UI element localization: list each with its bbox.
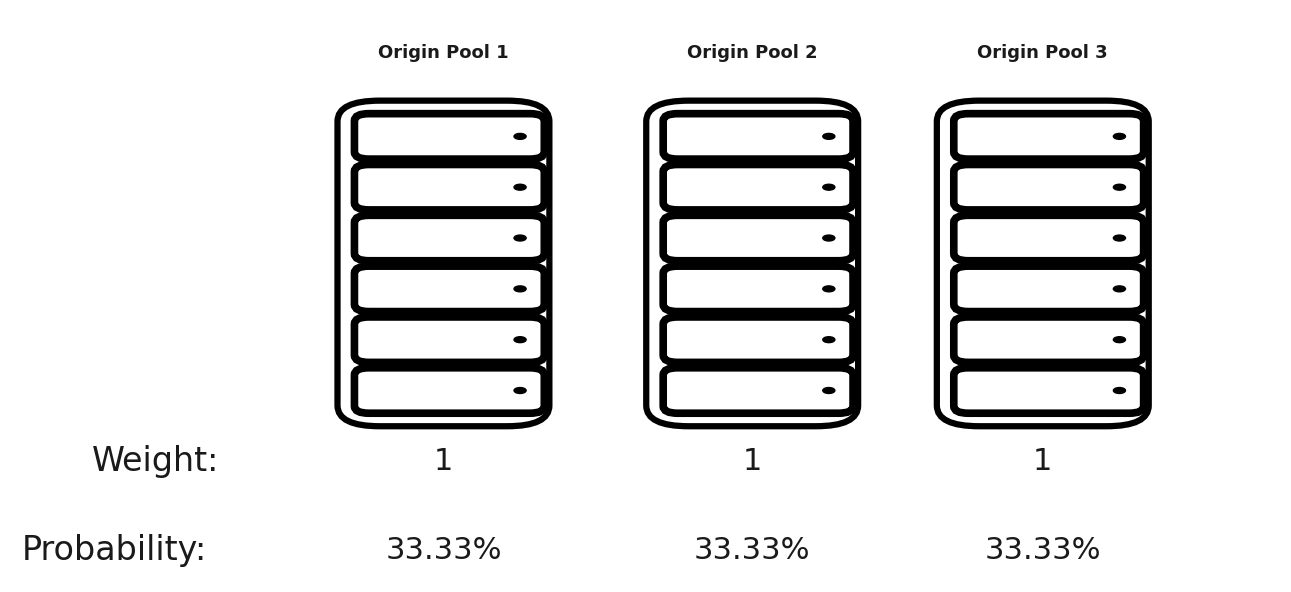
FancyBboxPatch shape: [355, 368, 545, 413]
Circle shape: [822, 235, 835, 241]
Circle shape: [822, 388, 835, 394]
FancyBboxPatch shape: [937, 101, 1149, 426]
Text: 1: 1: [742, 448, 762, 476]
FancyBboxPatch shape: [664, 317, 853, 362]
Circle shape: [1113, 133, 1126, 139]
FancyBboxPatch shape: [954, 368, 1144, 413]
FancyBboxPatch shape: [355, 266, 545, 311]
Text: 33.33%: 33.33%: [385, 536, 502, 565]
Text: Origin Pool 1: Origin Pool 1: [378, 44, 509, 62]
FancyBboxPatch shape: [954, 317, 1144, 362]
Circle shape: [514, 286, 527, 292]
Text: 33.33%: 33.33%: [695, 536, 811, 565]
FancyBboxPatch shape: [355, 165, 545, 210]
Circle shape: [1113, 235, 1126, 241]
FancyBboxPatch shape: [954, 215, 1144, 260]
Circle shape: [514, 235, 527, 241]
FancyBboxPatch shape: [664, 165, 853, 210]
Circle shape: [1113, 184, 1126, 190]
Circle shape: [1113, 337, 1126, 343]
FancyBboxPatch shape: [664, 114, 853, 159]
Text: 1: 1: [434, 448, 453, 476]
Circle shape: [514, 388, 527, 394]
FancyBboxPatch shape: [337, 101, 550, 426]
FancyBboxPatch shape: [954, 266, 1144, 311]
Text: Origin Pool 3: Origin Pool 3: [977, 44, 1108, 62]
Circle shape: [514, 337, 527, 343]
Circle shape: [1113, 286, 1126, 292]
FancyBboxPatch shape: [664, 368, 853, 413]
Text: 1: 1: [1033, 448, 1052, 476]
Circle shape: [822, 133, 835, 139]
FancyBboxPatch shape: [355, 317, 545, 362]
Circle shape: [822, 337, 835, 343]
Text: Probability:: Probability:: [22, 534, 208, 567]
Circle shape: [822, 286, 835, 292]
FancyBboxPatch shape: [954, 114, 1144, 159]
Text: 33.33%: 33.33%: [985, 536, 1101, 565]
Circle shape: [514, 133, 527, 139]
FancyBboxPatch shape: [355, 114, 545, 159]
Text: Weight:: Weight:: [92, 445, 219, 478]
FancyBboxPatch shape: [647, 101, 859, 426]
FancyBboxPatch shape: [664, 215, 853, 260]
Text: Origin Pool 2: Origin Pool 2: [687, 44, 817, 62]
FancyBboxPatch shape: [954, 165, 1144, 210]
Circle shape: [1113, 388, 1126, 394]
Circle shape: [514, 184, 527, 190]
FancyBboxPatch shape: [664, 266, 853, 311]
Circle shape: [822, 184, 835, 190]
FancyBboxPatch shape: [355, 215, 545, 260]
